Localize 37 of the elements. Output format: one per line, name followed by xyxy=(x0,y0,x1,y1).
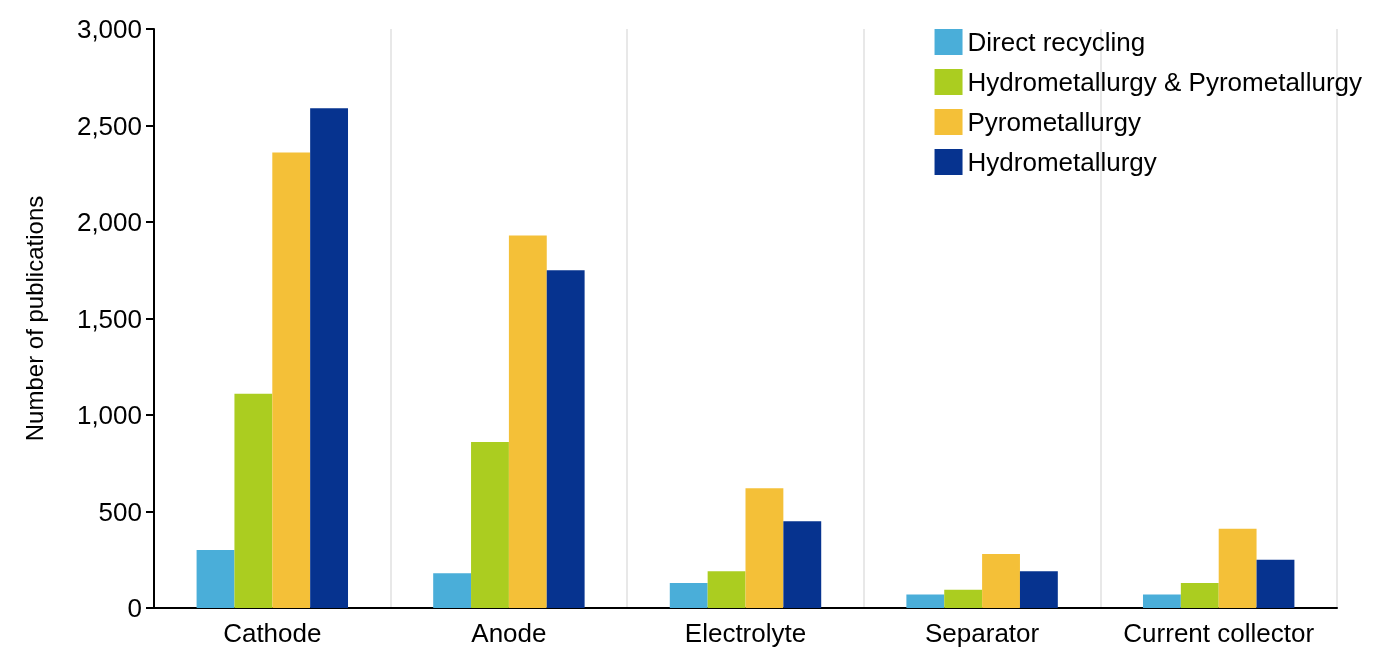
bar xyxy=(1256,559,1295,608)
legend-label: Direct recycling xyxy=(967,27,1146,57)
legend-label: Hydrometallurgy & Pyrometallurgy xyxy=(967,67,1362,97)
bar xyxy=(234,393,273,608)
y-axis-title: Number of publications xyxy=(20,195,48,442)
bar xyxy=(1218,528,1257,608)
y-tick-label: 2,500 xyxy=(76,110,142,141)
bar xyxy=(944,589,983,608)
bar xyxy=(1019,571,1058,608)
bar xyxy=(272,152,311,608)
legend-label: Hydrometallurgy xyxy=(967,147,1157,177)
bar xyxy=(707,571,746,608)
x-tick-label: Current collector xyxy=(1123,618,1315,648)
bar xyxy=(508,235,547,608)
x-tick-label: Cathode xyxy=(223,618,322,648)
x-tick-label: Separator xyxy=(925,618,1040,648)
bar xyxy=(906,594,945,608)
y-tick-label: 0 xyxy=(127,593,142,623)
bar xyxy=(546,270,585,608)
y-tick-label: 500 xyxy=(98,496,142,527)
bar xyxy=(1180,582,1219,608)
bar xyxy=(669,582,708,608)
bar xyxy=(783,521,822,608)
y-tick-label: 2,000 xyxy=(76,207,142,237)
x-tick-label: Electrolyte xyxy=(684,618,807,648)
y-tick-label: 1,500 xyxy=(76,303,142,334)
y-tick-label: 1,000 xyxy=(76,400,142,430)
bar xyxy=(982,553,1020,608)
y-tick-label: 3,000 xyxy=(76,14,142,44)
bar xyxy=(1142,594,1181,608)
bar xyxy=(310,108,349,608)
bar xyxy=(471,442,509,608)
bar xyxy=(196,550,235,608)
bar xyxy=(433,573,472,608)
x-tick-label: Anode xyxy=(471,618,547,648)
legend-label: Pyrometallurgy xyxy=(967,107,1141,137)
bar xyxy=(745,488,784,608)
